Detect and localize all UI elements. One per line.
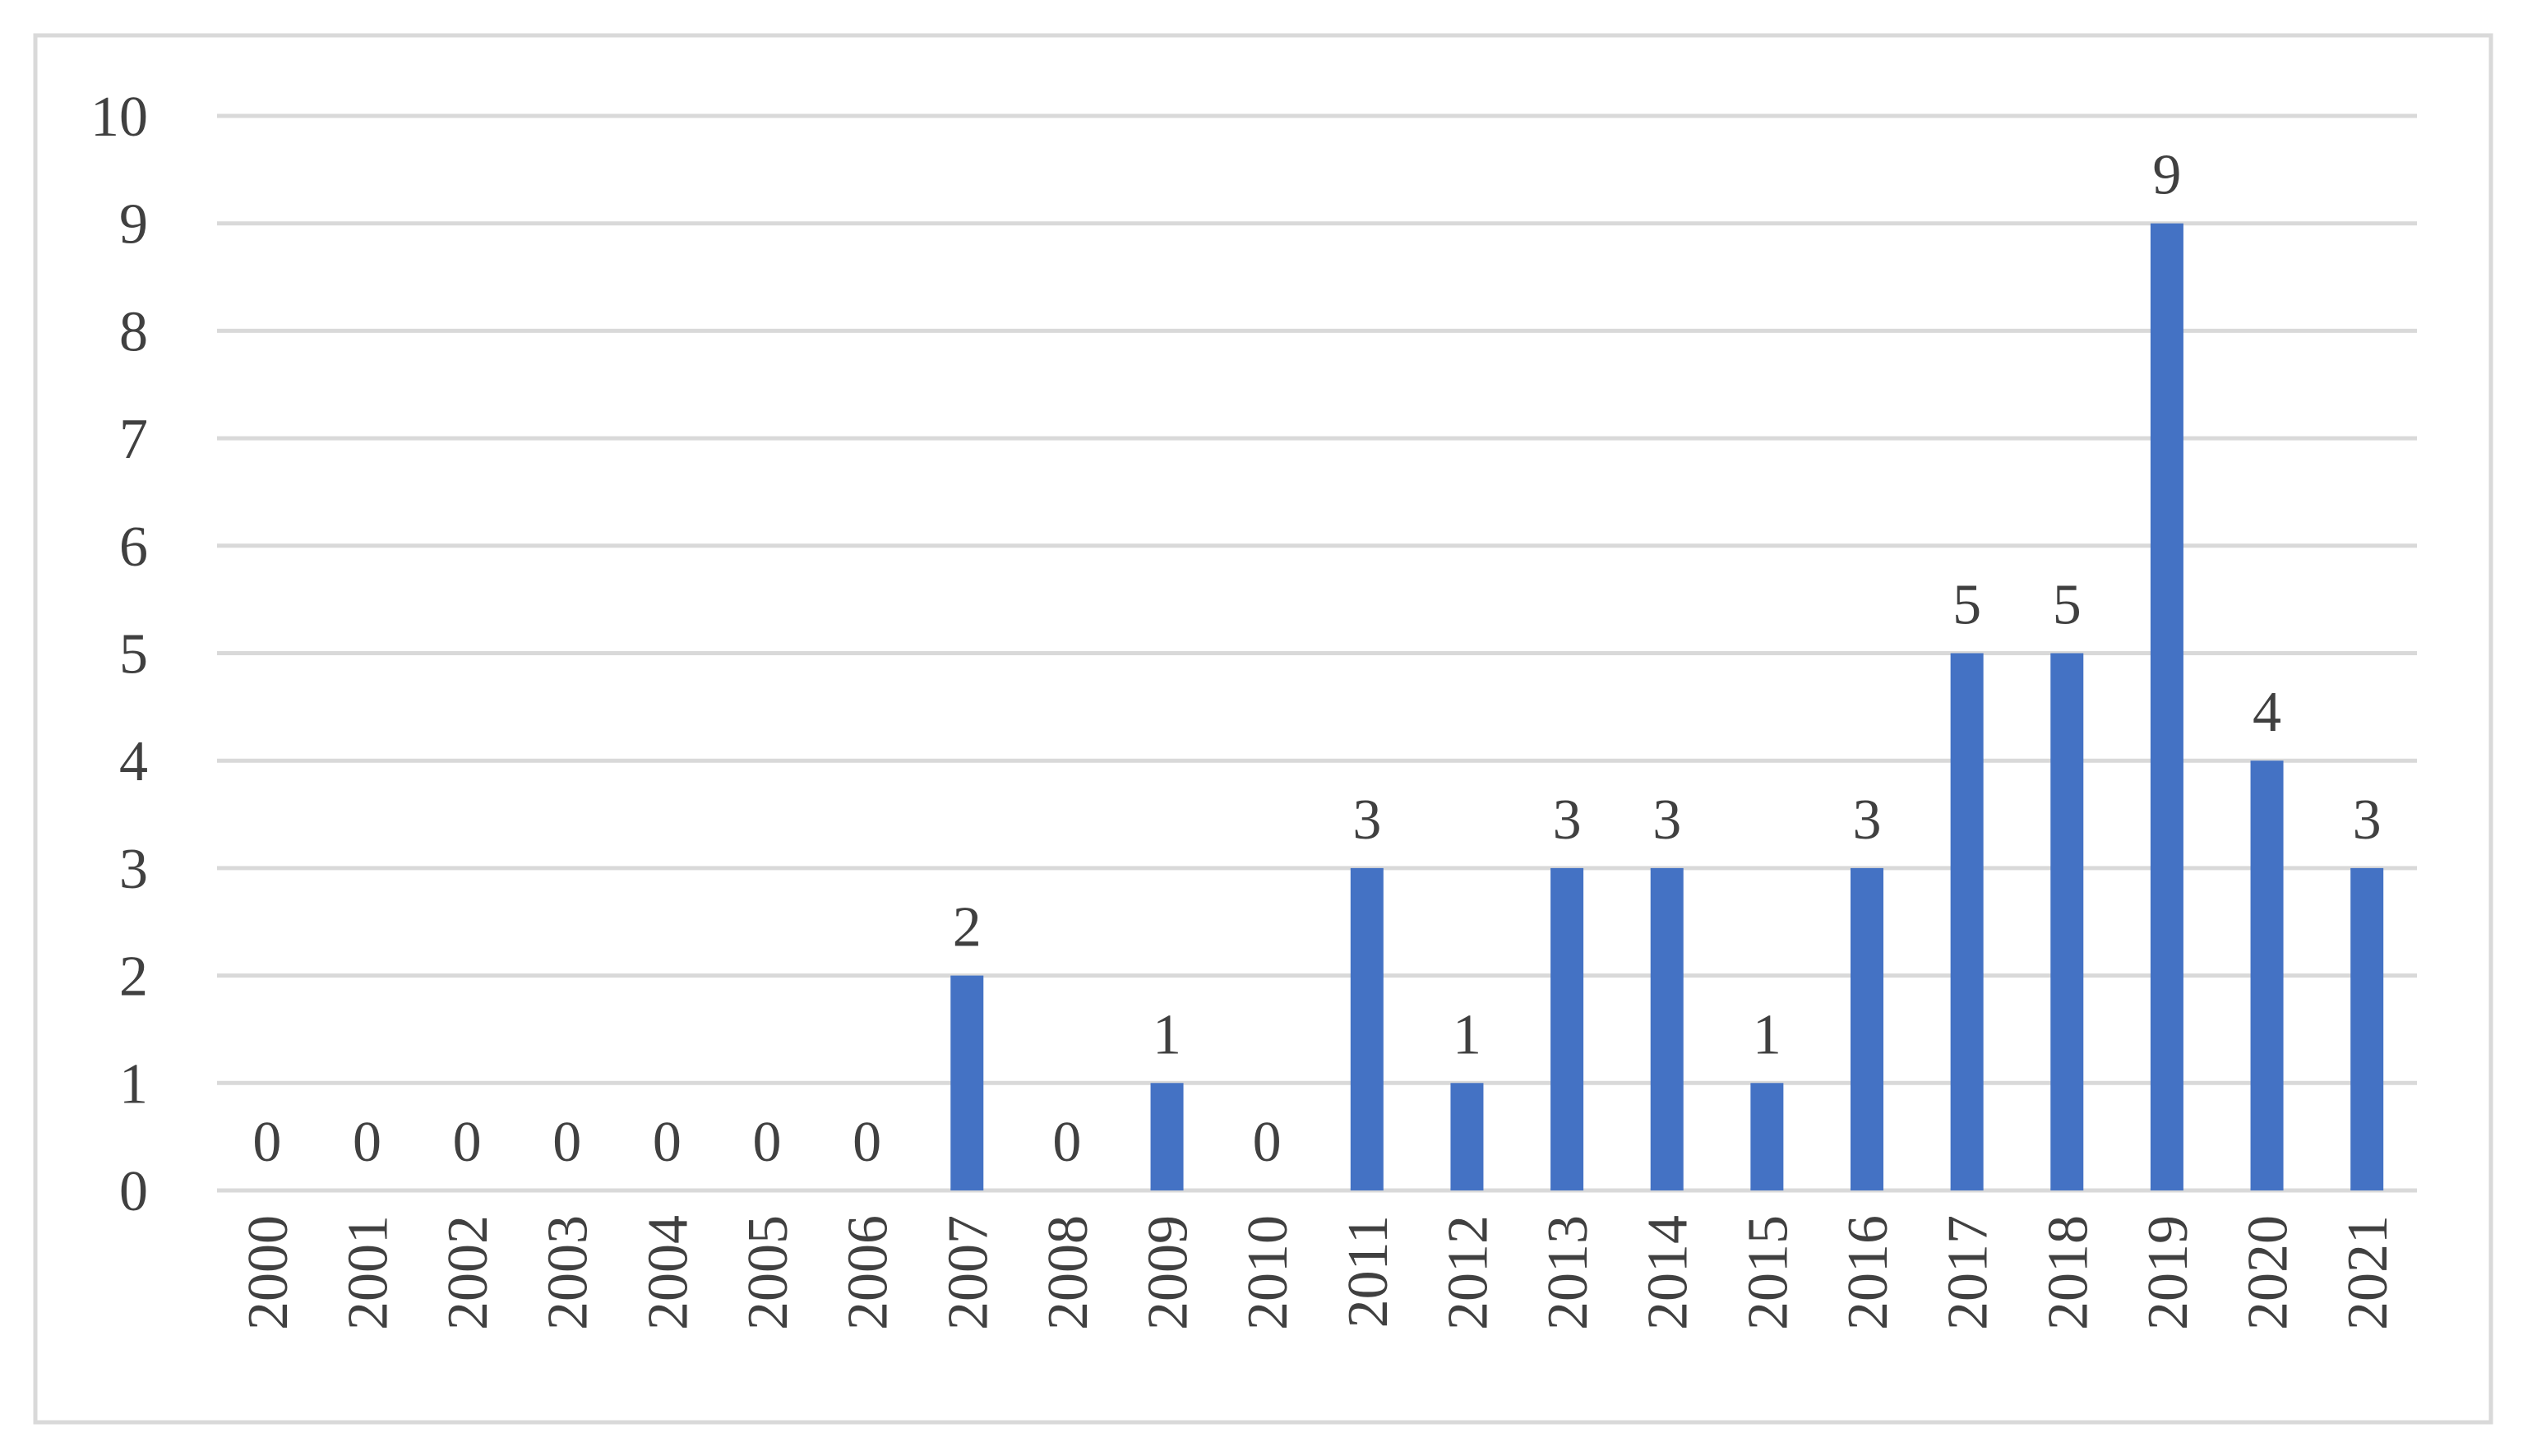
data-label: 5 bbox=[2053, 574, 2082, 637]
data-label: 0 bbox=[653, 1111, 682, 1174]
x-tick-label: 2015 bbox=[1736, 1215, 1800, 1330]
chart-frame bbox=[33, 33, 2493, 1425]
data-label: 0 bbox=[1253, 1111, 1282, 1174]
y-tick-label: 6 bbox=[119, 515, 148, 579]
x-tick-label: 2017 bbox=[1937, 1215, 2000, 1330]
data-label: 0 bbox=[753, 1111, 782, 1174]
data-label: 0 bbox=[353, 1111, 381, 1174]
x-tick-label: 2002 bbox=[437, 1215, 500, 1330]
y-tick-label: 8 bbox=[119, 300, 148, 363]
x-tick-label: 2007 bbox=[936, 1215, 1000, 1330]
bar bbox=[2350, 867, 2384, 1190]
bar bbox=[1650, 867, 1684, 1190]
bar bbox=[1851, 867, 1883, 1190]
x-tick-label: 2020 bbox=[2237, 1215, 2300, 1330]
data-label: 9 bbox=[2152, 144, 2181, 207]
bar bbox=[1550, 867, 1584, 1190]
x-tick-label: 2021 bbox=[2336, 1215, 2400, 1330]
x-tick-label: 2009 bbox=[1137, 1215, 1200, 1330]
x-tick-label: 2003 bbox=[537, 1215, 600, 1330]
x-tick-label: 2006 bbox=[837, 1215, 900, 1330]
y-tick-label: 10 bbox=[90, 86, 148, 149]
bar bbox=[1450, 1083, 1484, 1190]
data-label: 3 bbox=[1652, 788, 1681, 852]
x-tick-label: 2005 bbox=[737, 1215, 800, 1330]
data-label: 3 bbox=[1352, 788, 1381, 852]
x-tick-label: 2013 bbox=[1536, 1215, 1600, 1330]
data-label: 3 bbox=[1853, 788, 1882, 852]
x-tick-label: 2012 bbox=[1436, 1215, 1499, 1330]
data-label: 0 bbox=[1052, 1111, 1081, 1174]
bar bbox=[1950, 653, 1984, 1190]
data-label: 1 bbox=[1453, 1003, 1481, 1066]
x-tick-label: 2011 bbox=[1337, 1215, 1400, 1328]
y-tick-label: 3 bbox=[119, 838, 148, 901]
data-label: 2 bbox=[953, 896, 982, 959]
data-label: 3 bbox=[2353, 788, 2382, 852]
data-label: 0 bbox=[552, 1111, 581, 1174]
x-tick-label: 2001 bbox=[336, 1215, 400, 1330]
y-tick-label: 7 bbox=[119, 408, 148, 471]
data-label: 0 bbox=[252, 1111, 281, 1174]
x-tick-label: 2004 bbox=[636, 1215, 700, 1330]
data-label: 3 bbox=[1553, 788, 1582, 852]
x-tick-label: 2019 bbox=[2137, 1215, 2200, 1330]
data-label: 0 bbox=[453, 1111, 482, 1174]
bar bbox=[1150, 1083, 1184, 1190]
x-tick-label: 2000 bbox=[237, 1215, 300, 1330]
y-tick-label: 5 bbox=[119, 623, 148, 686]
data-label: 5 bbox=[1952, 574, 1981, 637]
y-tick-label: 1 bbox=[119, 1052, 148, 1116]
data-label: 1 bbox=[1153, 1003, 1181, 1066]
y-tick-label: 2 bbox=[119, 945, 148, 1009]
bar bbox=[1350, 867, 1384, 1190]
x-tick-label: 2016 bbox=[1837, 1215, 1900, 1330]
y-tick-label: 4 bbox=[119, 730, 148, 793]
data-label: 0 bbox=[853, 1111, 881, 1174]
x-tick-label: 2008 bbox=[1037, 1215, 1100, 1330]
data-label: 4 bbox=[2253, 681, 2281, 744]
bar bbox=[2150, 223, 2183, 1191]
y-tick-label: 0 bbox=[119, 1160, 148, 1223]
x-tick-label: 2010 bbox=[1236, 1215, 1300, 1330]
bar bbox=[1750, 1083, 1784, 1190]
x-tick-label: 2018 bbox=[2036, 1215, 2100, 1330]
bar bbox=[2250, 760, 2284, 1190]
data-label: 1 bbox=[1753, 1003, 1781, 1066]
bar bbox=[2050, 653, 2084, 1190]
bar bbox=[950, 975, 984, 1190]
x-tick-label: 2014 bbox=[1637, 1215, 1700, 1330]
y-tick-label: 9 bbox=[119, 193, 148, 257]
